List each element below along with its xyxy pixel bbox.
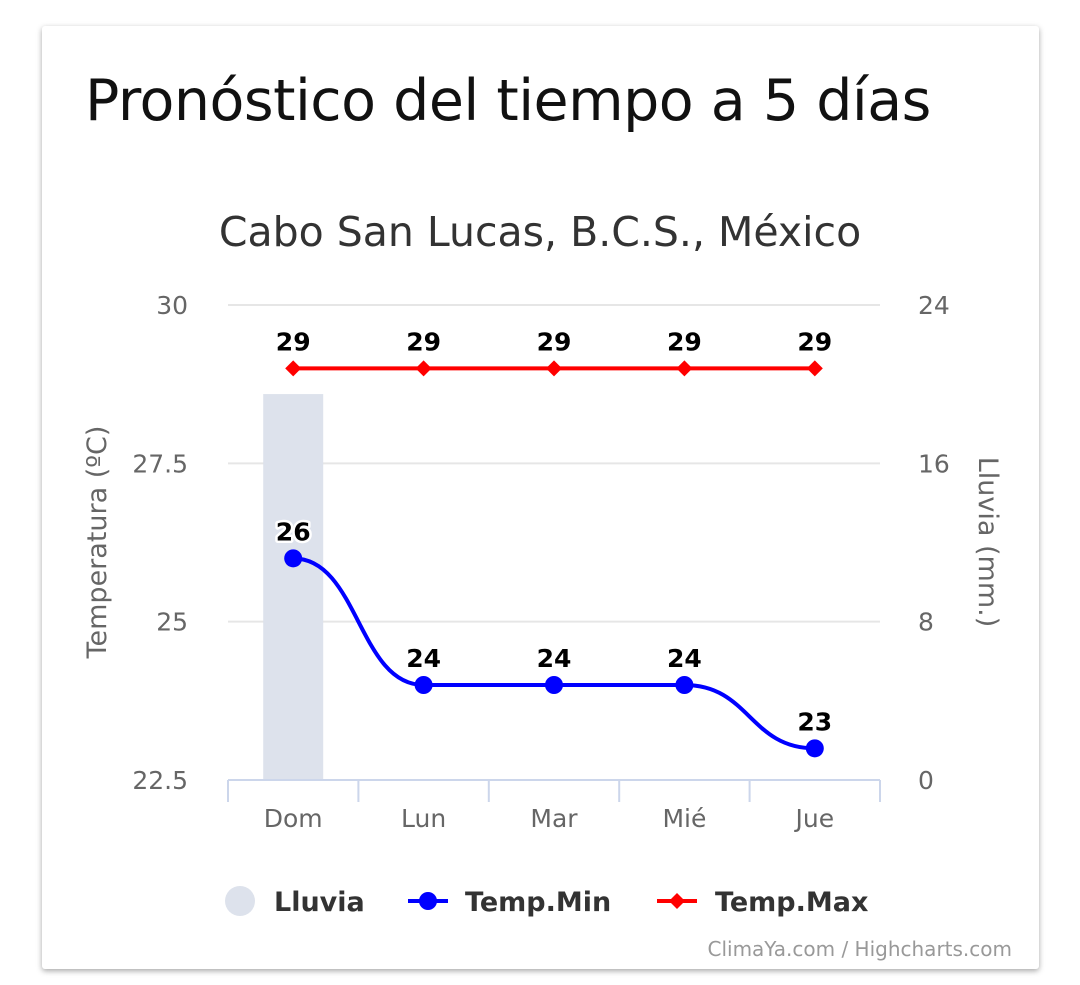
y-right-tick-label: 0	[918, 766, 934, 795]
x-tick-label: Mar	[530, 804, 578, 833]
temp-min-data-label: 23	[797, 707, 832, 736]
temp-min-point	[284, 549, 303, 568]
temp-max-data-label: 29	[406, 327, 441, 356]
gridlines: 22.5 25 27.5 30 0 8 16 24	[132, 291, 949, 795]
y-left-tick-label: 25	[156, 608, 188, 637]
y-axis-right-title: Lluvia (mm.)	[972, 457, 1003, 628]
temp-max-point	[285, 360, 302, 377]
y-right-tick-label: 16	[918, 449, 950, 478]
legend-item-temp-max[interactable]: Temp.Max	[657, 887, 868, 918]
chart-title: Cabo San Lucas, B.C.S., México	[219, 208, 861, 256]
temp-max-data-label: 29	[797, 327, 832, 356]
x-tick-label: Jue	[793, 804, 834, 833]
y-right-tick-label: 24	[918, 291, 950, 320]
y-axis-left-title: Temperatura (ºC)	[82, 426, 113, 660]
temp-min-data-label: 24	[406, 644, 441, 673]
temp-max-point	[676, 360, 693, 377]
x-axis: Dom Lun Mar Mié Jue	[227, 779, 881, 833]
legend-item-temp-min[interactable]: Temp.Min	[408, 887, 611, 918]
data-labels: 26 24 24 24 23 29 29 29 29 29	[273, 325, 834, 739]
legend-symbol	[225, 886, 255, 916]
y-left-tick-label: 22.5	[132, 766, 188, 795]
temp-min-data-label: 24	[667, 644, 702, 673]
series-lines	[284, 360, 824, 758]
credits-link[interactable]: ClimaYa.com / Highcharts.com	[707, 937, 1012, 961]
temp-min-point	[414, 676, 433, 694]
legend-symbol	[419, 892, 437, 910]
temp-max-data-label: 29	[667, 327, 702, 356]
temp-max-point	[806, 360, 823, 377]
temp-min-point	[675, 676, 694, 694]
temp-max-point	[415, 360, 432, 377]
legend-label: Temp.Max	[715, 887, 868, 918]
rain-bar	[263, 394, 324, 780]
legend-item-lluvia[interactable]: Lluvia	[225, 886, 365, 918]
temp-min-data-label: 24	[537, 644, 572, 673]
legend-label: Temp.Min	[465, 887, 611, 918]
temp-min-point	[545, 676, 563, 694]
page-title: Pronóstico del tiempo a 5 días	[85, 68, 931, 134]
rain-bars	[263, 394, 324, 780]
y-right-tick-label: 8	[918, 608, 934, 637]
temp-max-point	[546, 360, 562, 377]
y-left-tick-label: 30	[156, 291, 188, 320]
x-tick-label: Mié	[662, 804, 706, 833]
temp-min-data-label: 26	[276, 517, 311, 546]
legend: Lluvia Temp.Min Temp.Max	[225, 886, 868, 918]
y-left-tick-label: 27.5	[132, 449, 188, 478]
temp-max-data-label: 29	[276, 327, 311, 356]
chart-card: Pronóstico del tiempo a 5 días	[42, 26, 1039, 969]
legend-symbol	[669, 893, 685, 909]
x-tick-label: Dom	[264, 804, 323, 833]
legend-label: Lluvia	[274, 887, 365, 918]
temp-max-data-label: 29	[537, 327, 572, 356]
temp-min-point	[805, 739, 824, 758]
x-tick-label: Lun	[401, 804, 446, 833]
